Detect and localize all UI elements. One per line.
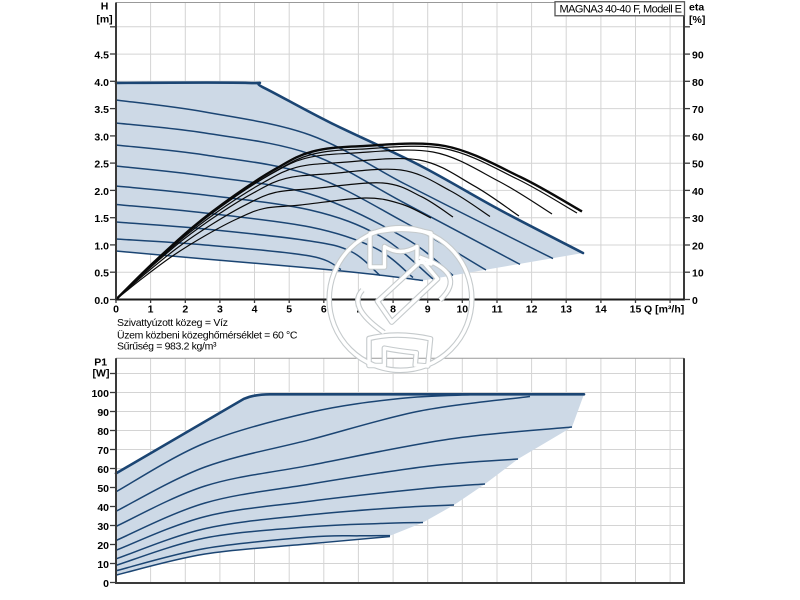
- svg-text:[W]: [W]: [93, 368, 110, 380]
- svg-text:10: 10: [97, 559, 109, 571]
- svg-text:Q [m³/h]: Q [m³/h]: [644, 304, 684, 316]
- svg-text:50: 50: [692, 159, 704, 171]
- svg-text:H: H: [101, 1, 109, 13]
- svg-text:4.5: 4.5: [94, 50, 109, 62]
- svg-text:2.0: 2.0: [94, 186, 109, 198]
- svg-text:[m]: [m]: [96, 14, 112, 26]
- svg-text:Sűrűség = 983.2 kg/m³: Sűrűség = 983.2 kg/m³: [117, 340, 217, 352]
- svg-text:2.5: 2.5: [94, 159, 109, 171]
- svg-text:40: 40: [692, 186, 704, 198]
- svg-text:70: 70: [97, 445, 109, 457]
- svg-text:6: 6: [321, 304, 327, 316]
- svg-text:80: 80: [97, 426, 109, 438]
- svg-text:10: 10: [692, 268, 704, 280]
- svg-text:11: 11: [491, 304, 502, 316]
- svg-text:Szivattyúzott közeg = Víz: Szivattyúzott közeg = Víz: [117, 317, 228, 329]
- svg-text:0: 0: [103, 578, 109, 590]
- svg-text:1.5: 1.5: [94, 213, 109, 225]
- svg-text:20: 20: [97, 540, 109, 552]
- svg-text:14: 14: [595, 304, 607, 316]
- svg-text:30: 30: [692, 213, 704, 225]
- svg-text:60: 60: [97, 464, 109, 476]
- svg-text:1.0: 1.0: [94, 240, 109, 252]
- svg-text:12: 12: [526, 304, 538, 316]
- svg-text:15: 15: [630, 304, 642, 316]
- svg-text:4.0: 4.0: [94, 77, 109, 89]
- svg-text:30: 30: [97, 521, 109, 533]
- svg-text:0: 0: [113, 304, 119, 316]
- svg-text:2: 2: [182, 304, 188, 316]
- svg-text:20: 20: [692, 241, 704, 253]
- svg-text:70: 70: [692, 104, 704, 116]
- svg-text:0.0: 0.0: [94, 295, 109, 307]
- svg-text:3: 3: [217, 304, 223, 316]
- svg-text:13: 13: [560, 304, 572, 316]
- svg-text:MAGNA3 40-40 F, Modell E: MAGNA3 40-40 F, Modell E: [560, 3, 683, 15]
- svg-text:9: 9: [425, 304, 431, 316]
- svg-text:10: 10: [456, 304, 468, 316]
- svg-text:5: 5: [286, 304, 292, 316]
- svg-text:P1: P1: [94, 357, 107, 369]
- svg-text:100: 100: [91, 388, 109, 400]
- svg-text:0: 0: [692, 295, 698, 307]
- svg-text:1: 1: [148, 304, 154, 316]
- svg-text:90: 90: [692, 50, 704, 62]
- svg-text:3.0: 3.0: [94, 131, 109, 143]
- svg-text:50: 50: [97, 483, 109, 495]
- svg-text:90: 90: [97, 407, 109, 419]
- svg-text:40: 40: [97, 502, 109, 514]
- svg-text:8: 8: [390, 304, 396, 316]
- svg-text:4: 4: [252, 304, 258, 316]
- svg-text:80: 80: [692, 77, 704, 89]
- svg-text:[%]: [%]: [689, 14, 705, 26]
- svg-text:3.5: 3.5: [94, 104, 109, 116]
- svg-text:eta: eta: [689, 2, 704, 14]
- svg-text:Üzem közbeni közeghőmérséklet: Üzem közbeni közeghőmérséklet = 60 °C: [117, 329, 298, 341]
- svg-text:0.5: 0.5: [94, 268, 109, 280]
- svg-text:60: 60: [692, 131, 704, 143]
